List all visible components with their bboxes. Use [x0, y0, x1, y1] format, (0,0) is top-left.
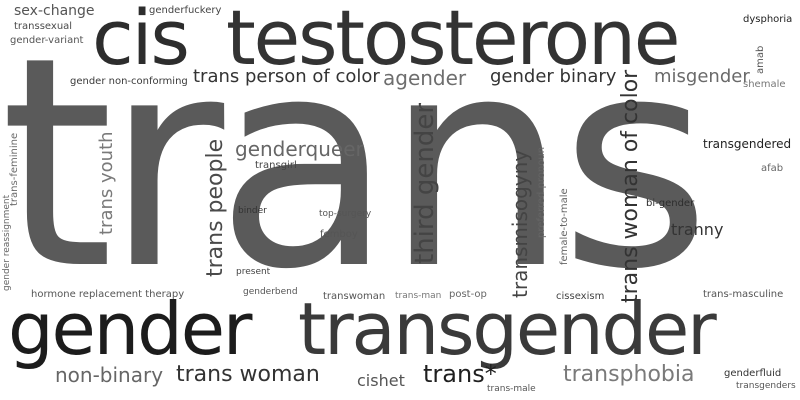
word-dysphoria: dysphoria: [743, 14, 793, 25]
word-gender-reassignment: gender reassignment: [2, 194, 12, 291]
word-top-surgery: top-surgery: [319, 209, 372, 219]
word-trans: trans: [0, 0, 711, 333]
word-third-gender: third gender: [410, 102, 440, 264]
word-bi-gender: bi-gender: [646, 198, 695, 209]
word-preferred-pronoun: preferred pronoun: [536, 146, 547, 238]
word-trans-woman: trans woman: [176, 362, 320, 387]
word-testosterone: testosterone: [226, 0, 681, 82]
word-gender-variant: gender-variant: [10, 35, 84, 46]
word-transwoman: transwoman: [323, 291, 386, 302]
word-transmisogyny: transmisogyny: [508, 149, 532, 298]
word-gender: gender: [8, 287, 252, 371]
word-misgender: misgender: [654, 66, 750, 87]
word-transgendered: transgendered: [703, 137, 792, 151]
word-present: present: [236, 267, 271, 277]
word-transphobia: transphobia: [563, 362, 695, 387]
word-binder: binder: [238, 206, 267, 216]
word-cishet: cishet: [357, 371, 405, 390]
word-trans-man: trans-man: [395, 291, 442, 301]
word-cis: cis: [92, 0, 190, 82]
word-afab: afab: [761, 163, 784, 174]
word-trans-woman-of-color: trans woman of color: [618, 69, 643, 303]
word-trans-person-of-color: trans person of color: [193, 66, 380, 87]
word-trans-masculine: trans-masculine: [703, 289, 784, 300]
word-gender-non-conforming: gender non-conforming: [70, 76, 188, 87]
word-post-op: post-op: [449, 289, 487, 300]
word-genderfuckery: genderfuckery: [149, 5, 222, 16]
word-hormone-replacement-therapy: hormone replacement therapy: [31, 289, 185, 300]
word-female-to-male: female-to-male: [559, 188, 570, 265]
word-shemale: shemale: [743, 79, 786, 90]
word-transsexual: transsexual: [14, 21, 73, 32]
word-non-binary: non-binary: [55, 363, 164, 387]
word-sex-change: sex-change: [14, 3, 95, 19]
word-genderbend: genderbend: [243, 287, 298, 297]
word-gender-binary: gender binary: [490, 66, 617, 87]
word-trans: trans*: [423, 360, 497, 388]
word-tranny: tranny: [671, 220, 724, 239]
word-transgirl: transgirl: [255, 160, 297, 171]
word-genderqueer: genderqueer: [235, 137, 364, 161]
word-femboy: femboy: [320, 229, 358, 240]
word-agender: agender: [383, 66, 467, 90]
word-transgenders: transgenders: [736, 381, 796, 391]
word-transgender: transgender: [298, 287, 717, 371]
word-trans-people: trans people: [203, 138, 228, 277]
word-trans-youth: trans youth: [96, 131, 117, 235]
word-amab: amab: [755, 45, 766, 74]
word-trans-male: trans-male: [487, 384, 536, 394]
word-genderfluid: genderfluid: [724, 368, 782, 379]
word-cissexism: cissexism: [556, 291, 605, 302]
